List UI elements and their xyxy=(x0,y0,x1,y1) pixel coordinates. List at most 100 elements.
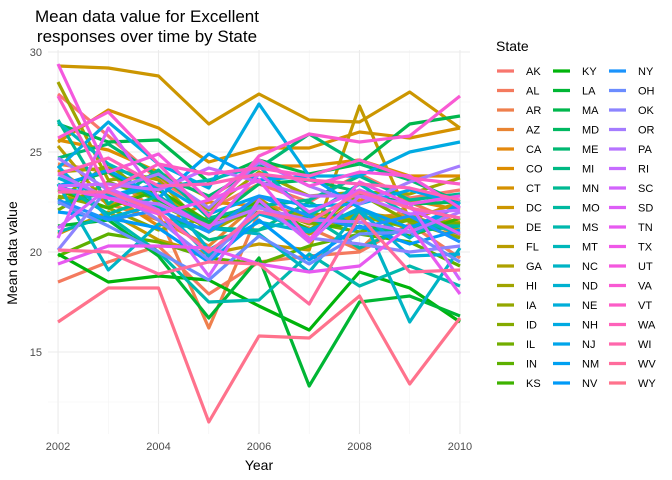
legend-item-mi: MI xyxy=(553,164,594,176)
legend-item-nc: NC xyxy=(553,261,598,273)
legend-item-ut: UT xyxy=(609,261,653,273)
legend-item-co: CO xyxy=(497,164,543,176)
legend-item-tx: TX xyxy=(609,242,653,254)
x-tick-label: 2006 xyxy=(247,441,271,453)
legend-label: OR xyxy=(638,125,655,137)
legend-item-mo: MO xyxy=(553,203,600,215)
legend-label: ND xyxy=(582,281,598,293)
legend-label: LA xyxy=(582,86,596,98)
series-line-wi xyxy=(58,190,461,254)
legend-label: NV xyxy=(582,378,598,390)
legend-label: HI xyxy=(526,281,537,293)
legend-item-id: ID xyxy=(497,320,537,332)
legend-item-ct: CT xyxy=(497,183,541,195)
legend-label: MS xyxy=(582,222,599,234)
legend-item-fl: FL xyxy=(497,242,539,254)
chart-title-line-2: responses over time by State xyxy=(37,27,257,46)
legend-label: IL xyxy=(526,339,535,351)
legend-item-in: IN xyxy=(497,359,537,371)
legend-label: NJ xyxy=(582,339,595,351)
legend-label: TN xyxy=(638,222,653,234)
legend-label: OH xyxy=(638,86,655,98)
legend-label: VA xyxy=(638,281,653,293)
legend-title: State xyxy=(496,38,529,54)
legend-label: IN xyxy=(526,359,537,371)
legend-item-md: MD xyxy=(553,125,599,137)
legend-item-ia: IA xyxy=(497,300,537,312)
legend-label: CT xyxy=(526,183,541,195)
legend-label: TX xyxy=(638,242,653,254)
legend-item-tn: TN xyxy=(609,222,653,234)
legend-item-wa: WA xyxy=(609,320,656,332)
legend-item-ar: AR xyxy=(497,105,541,117)
legend-item-mt: MT xyxy=(553,242,598,254)
legend-label: DE xyxy=(526,222,541,234)
legend-item-ri: RI xyxy=(609,164,649,176)
legend-item-va: VA xyxy=(609,281,653,293)
legend-label: NH xyxy=(582,320,598,332)
legend-label: MT xyxy=(582,242,598,254)
legend-item-oh: OH xyxy=(609,86,655,98)
series-line-id xyxy=(57,162,461,240)
legend-label: AL xyxy=(526,86,539,98)
legend-label: MD xyxy=(582,125,599,137)
legend-label: UT xyxy=(638,261,653,273)
legend-item-ny: NY xyxy=(609,66,654,78)
legend-label: NC xyxy=(582,261,598,273)
legend-item-nm: NM xyxy=(553,359,599,371)
legend-label: ME xyxy=(582,144,599,156)
series-lines xyxy=(56,63,462,424)
y-axis-title: Mean data value xyxy=(4,201,20,305)
legend-item-ks: KS xyxy=(497,378,541,390)
legend-label: WV xyxy=(638,359,656,371)
legend-item-ok: OK xyxy=(609,105,655,117)
legend-item-nv: NV xyxy=(553,378,598,390)
series-line-wy xyxy=(57,286,462,424)
legend-item-nh: NH xyxy=(553,320,598,332)
legend-item-sc: SC xyxy=(609,183,653,195)
legend-item-ky: KY xyxy=(553,66,597,78)
legend-label: CO xyxy=(526,164,543,176)
x-axis-title: Year xyxy=(245,457,274,473)
y-tick-label: 15 xyxy=(30,347,42,359)
series-line-nh xyxy=(56,102,461,190)
x-tick-label: 2002 xyxy=(46,441,70,453)
y-tick-label: 20 xyxy=(30,247,42,259)
legend-label: RI xyxy=(638,164,649,176)
legend-item-al: AL xyxy=(497,86,539,98)
legend-item-de: DE xyxy=(497,222,541,234)
legend-item-ne: NE xyxy=(553,300,597,312)
legend-item-ma: MA xyxy=(553,105,599,117)
legend: State AK AL AR AZ CA CO CT DC DE FL GA HI IA ID IL IN KS… xyxy=(496,38,656,390)
legend-label: NE xyxy=(582,300,597,312)
series-line-mt xyxy=(56,120,461,236)
legend-label: FL xyxy=(526,242,539,254)
legend-item-wv: WV xyxy=(609,359,656,371)
legend-item-wi: WI xyxy=(609,339,651,351)
legend-label: AZ xyxy=(526,125,540,137)
legend-label: AR xyxy=(526,105,541,117)
y-tick-label: 25 xyxy=(30,147,42,159)
legend-item-pa: PA xyxy=(609,144,653,156)
legend-label: NM xyxy=(582,359,599,371)
legend-label: WY xyxy=(638,378,656,390)
legend-item-sd: SD xyxy=(609,203,653,215)
series-line-nc xyxy=(56,183,462,324)
legend-label: PA xyxy=(638,144,653,156)
legend-item-nj: NJ xyxy=(553,339,595,351)
y-axis-ticks: 15 20 25 30 xyxy=(30,47,42,359)
chart-title-line-1: Mean data value for Excellent xyxy=(35,7,259,26)
legend-label: IA xyxy=(526,300,537,312)
chart-title: Mean data value for Excellent responses … xyxy=(35,7,259,46)
legend-label: ID xyxy=(526,320,537,332)
legend-item-wy: WY xyxy=(609,378,656,390)
legend-item-vt: VT xyxy=(609,300,652,312)
legend-label: OK xyxy=(638,105,655,117)
legend-label: MI xyxy=(582,164,594,176)
legend-item-il: IL xyxy=(497,339,535,351)
series-line-ms xyxy=(57,214,461,304)
x-axis-ticks: 2002 2004 2006 2008 2010 xyxy=(46,441,472,453)
legend-item-ms: MS xyxy=(553,222,599,234)
legend-label: CA xyxy=(526,144,542,156)
legend-label: SD xyxy=(638,203,653,215)
